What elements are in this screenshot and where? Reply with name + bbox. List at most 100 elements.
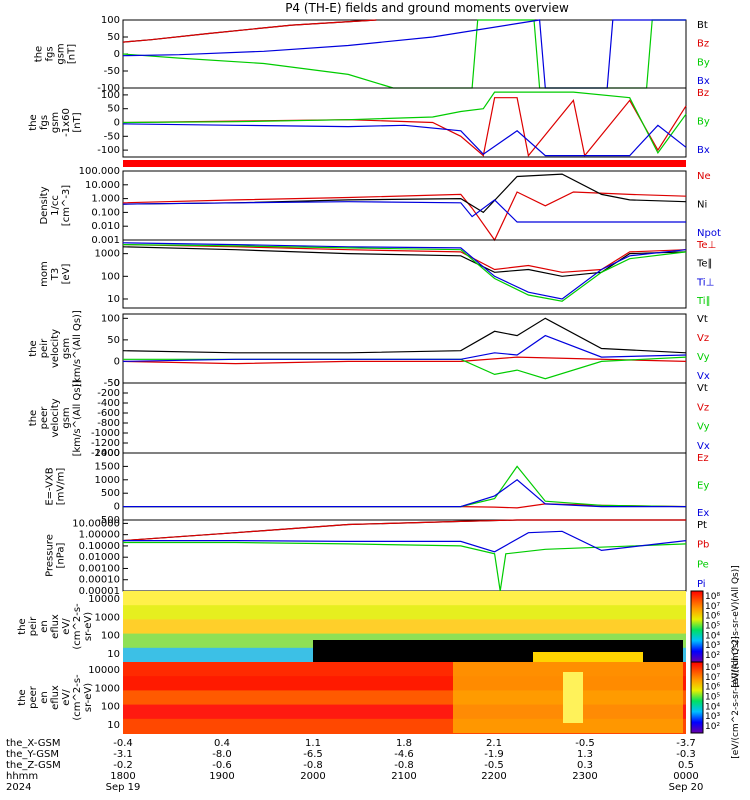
panels: 100500-50-100BtBzByBxthefgsgsm[nT]100500… (17, 15, 741, 759)
y-tick-label: -100 (97, 145, 120, 156)
y-tick-label: -400 (97, 398, 120, 409)
series-line-Pb (122, 519, 686, 542)
legend-entry: Ti⊥ (696, 277, 714, 288)
colorbar-tick-label: 10⁶ (705, 612, 720, 622)
time-axis-row-label: the_X-GSM (6, 738, 60, 749)
series-line-Ni (122, 173, 687, 214)
y-tick-label: 0.00100 (79, 563, 120, 574)
legend-entry: Ni (697, 200, 707, 211)
time-axis-value: -0.5 (484, 760, 504, 771)
panel-separator-bar (123, 160, 686, 167)
legend-entry: Vx (697, 371, 710, 382)
panel-frame (122, 519, 687, 592)
panel-efield: 2000 1500 1000 500 0 -500 Ez Ey Ex E=-VXB[mV/m] (45, 448, 710, 526)
time-axis-value: 1900 (209, 771, 234, 782)
y-axis-label-line: gsm (61, 407, 72, 428)
series-line-Vx (122, 334, 687, 362)
colorbar-tick-label: 10⁷ (705, 602, 720, 612)
time-axis-row-label: the_Z-GSM (6, 760, 61, 771)
y-tick-label: 100.000 (79, 166, 120, 177)
y-axis-label-line: (cm^2-s- (72, 603, 83, 650)
legend-entry: Npot (697, 228, 721, 239)
y-tick-label: 0 (114, 378, 120, 389)
y-axis-label-line: E=-VXB (45, 467, 56, 505)
y-tick-label: 1.00000 (79, 530, 120, 541)
panel-frame (122, 170, 687, 241)
y-tick-label: 0 (114, 49, 120, 60)
y-axis-label-line: [mV/m] (56, 468, 67, 506)
panel-frame (122, 382, 687, 454)
y-tick-label: 0 (114, 118, 120, 129)
y-tick-label: -1400 (91, 448, 120, 459)
colorbar-tick-label: 10⁵ (705, 693, 720, 703)
y-tick-label: 100 (101, 702, 120, 713)
series-line-Vz (122, 356, 687, 365)
colorbar-tick-label: 10⁴ (705, 702, 720, 712)
y-axis-label-line: [nT] (67, 44, 78, 64)
legend-entry: Pb (697, 540, 709, 551)
legend-entry: Vy (697, 352, 710, 363)
series-line-Npot (122, 199, 686, 223)
series-line-By (122, 91, 687, 155)
panel-frame (122, 452, 687, 521)
y-tick-label: 0.010 (91, 221, 120, 232)
spectrogram-band (123, 591, 686, 607)
time-axis-value: 1.8 (396, 738, 412, 749)
colorbar-tick-label: 10² (705, 651, 720, 661)
y-tick-label: 0.001 (91, 235, 120, 246)
time-axis-value: -3.1 (113, 749, 133, 760)
series-line-Pe (123, 541, 687, 592)
legend-entry: Vz (697, 333, 709, 344)
time-axis-value: -0.8 (394, 760, 414, 771)
y-tick-label: 1000 (95, 249, 120, 260)
y-tick-label: 0.100 (91, 207, 120, 218)
colorbar-tick-label: 10⁷ (705, 673, 720, 683)
panel-fgs: 100 50 0 -50 -100 Bt Bz By Bx thefgsgsm[nT] (34, 15, 710, 94)
y-tick-label: -1200 (91, 438, 120, 449)
y-tick-label: 10 (107, 720, 120, 731)
y-axis-label-line: sr-eV) (83, 683, 94, 712)
time-axis-value: -1.9 (484, 749, 504, 760)
y-axis-label-line: 1/cc (50, 195, 61, 216)
y-tick-label: -50 (104, 66, 120, 77)
time-axis-value: -8.0 (212, 749, 232, 760)
y-tick-label: 100 (101, 90, 120, 101)
time-axis-row-label: 2024 (6, 782, 31, 793)
legend-entry: Ti∥ (696, 296, 711, 307)
y-tick-label: 10.00000 (72, 518, 120, 529)
series-line-Ey (123, 465, 687, 508)
colorbar-tick-label: 10³ (705, 712, 720, 722)
time-axis-value: 2100 (391, 771, 416, 782)
spectrogram-hot-column (563, 672, 583, 723)
y-tick-label: 10.000 (85, 180, 120, 191)
y-tick-label: -600 (97, 408, 120, 419)
y-tick-label: -50 (104, 378, 120, 389)
y-axis-label-line: eflux (50, 614, 61, 639)
colorbar-label: [eV/(cm^2-s-sr-eV)(All Qs)] (731, 565, 741, 688)
y-tick-label: 0 (114, 356, 120, 367)
y-axis-label-line: [cm^-3] (61, 185, 72, 226)
colorbar-tick-label: 10⁸ (705, 592, 720, 602)
y-tick-label: 10 (107, 294, 120, 305)
y-axis-label-line: fgs (39, 115, 50, 130)
colorbar-tick-label: 10⁸ (705, 663, 720, 673)
time-axis-value: 0.5 (678, 760, 694, 771)
y-axis-label: thepeirvelocitygsm[km/s^(All Qs)] (28, 310, 83, 387)
legend-entry: By (697, 57, 710, 68)
y-tick-label: -500 (97, 515, 120, 526)
time-axis-value: -4.6 (394, 749, 414, 760)
series-line-Pi (123, 530, 687, 553)
y-axis-label-line: peer (39, 406, 50, 430)
y-axis-label-line: velocity (50, 398, 61, 437)
panel-fgs-dsl: 100 50 0 -50 -100 Bz By Bx thefgsgsm-1x60[nT] (28, 87, 710, 158)
y-axis-label-line: mom (39, 261, 50, 287)
series-line-Ex (123, 479, 686, 508)
series-line-Ti∥ (122, 244, 687, 302)
y-axis-label-line: [km/s^(All Qs)] (72, 380, 83, 457)
y-axis-label-line: gsm (61, 338, 72, 359)
series-line-By (122, 19, 686, 89)
time-axis-value: Sep 20 (669, 782, 704, 793)
panel-density: 100.000 10.000 1.000 0.100 0.010 0.001 Ne Ni Npo… (39, 166, 721, 246)
y-tick-label: 2000 (95, 448, 120, 459)
